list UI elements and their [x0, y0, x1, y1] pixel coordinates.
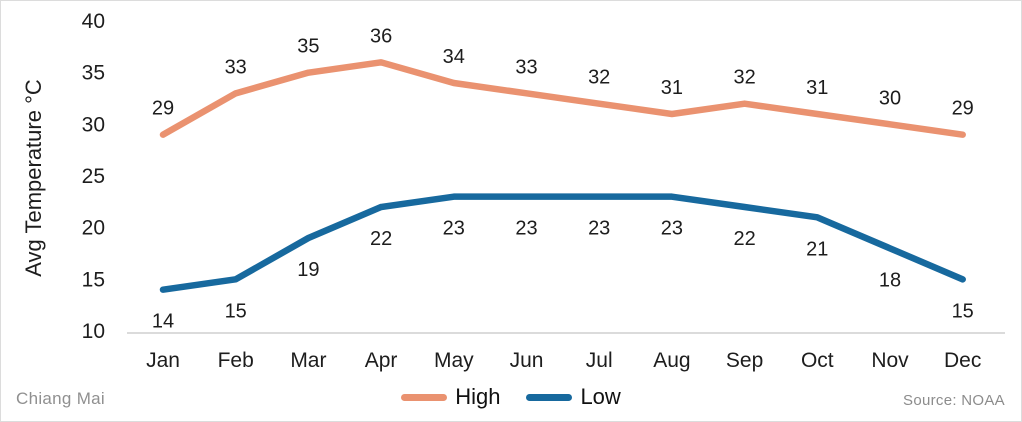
y-tick-label: 25: [82, 165, 105, 188]
x-tick-label: Dec: [944, 349, 981, 372]
high-data-label: 31: [661, 77, 683, 99]
legend-label-low: Low: [580, 384, 621, 409]
chart-source: Source: NOAA: [903, 392, 1005, 409]
high-data-label: 35: [297, 36, 319, 58]
legend-label-high: High: [455, 384, 501, 409]
high-data-label: 29: [152, 98, 174, 120]
chart-footer: Chiang Mai High Low Source: NOAA: [1, 375, 1021, 421]
low-data-label: 14: [152, 311, 174, 333]
x-tick-label: Jan: [146, 349, 180, 372]
low-data-label: 15: [952, 300, 974, 322]
low-data-label: 19: [297, 259, 319, 281]
high-data-label: 33: [515, 56, 537, 78]
high-data-label: 32: [588, 67, 610, 89]
x-tick-label: Nov: [871, 349, 909, 372]
chart-footnote: Chiang Mai: [16, 389, 105, 408]
low-line: [159, 193, 966, 293]
low-data-label: 23: [661, 218, 683, 240]
low-data-label: 23: [443, 218, 465, 240]
high-data-label: 30: [879, 87, 901, 109]
high-data-label: 32: [733, 67, 755, 89]
x-tick-label: Oct: [801, 349, 834, 372]
x-tick-label: Jul: [586, 349, 613, 372]
x-tick-label: Feb: [218, 349, 254, 372]
legend-swatch-high-icon: [401, 393, 448, 401]
high-data-label: 36: [370, 25, 392, 47]
y-tick-label: 30: [82, 113, 105, 136]
low-data-label: 23: [515, 218, 537, 240]
legend-swatch-low-icon: [526, 393, 573, 401]
x-tick-label: May: [434, 349, 474, 372]
low-data-label: 23: [588, 218, 610, 240]
high-data-label: 29: [952, 98, 974, 120]
y-tick-label: 40: [82, 10, 105, 33]
legend: High Low: [401, 384, 621, 410]
legend-item-high: High: [401, 384, 500, 410]
y-tick-label: 35: [82, 62, 105, 85]
low-data-label: 15: [225, 300, 247, 322]
high-data-label: 31: [806, 77, 828, 99]
x-tick-label: Sep: [726, 349, 763, 372]
high-data-label: 33: [225, 56, 247, 78]
high-line: [159, 59, 966, 138]
y-tick-label: 20: [82, 217, 105, 240]
x-tick-label: Mar: [290, 349, 326, 372]
x-tick-label: Apr: [365, 349, 398, 372]
line-chart: 10 15 20 25 30 35 40 Avg Temperature °C Jan Feb Ma…: [21, 10, 1005, 372]
low-data-label: 22: [733, 228, 755, 250]
y-tick-label: 15: [82, 268, 105, 291]
x-tick-label: Aug: [653, 349, 690, 372]
low-data-label: 21: [806, 238, 828, 260]
high-data-label: 34: [443, 46, 465, 68]
legend-item-low: Low: [526, 384, 621, 410]
low-data-label: 18: [879, 269, 901, 291]
low-data-label: 22: [370, 228, 392, 250]
y-tick-label: 10: [82, 320, 105, 343]
x-tick-label: Jun: [510, 349, 544, 372]
y-axis-title: Avg Temperature °C: [21, 79, 46, 277]
